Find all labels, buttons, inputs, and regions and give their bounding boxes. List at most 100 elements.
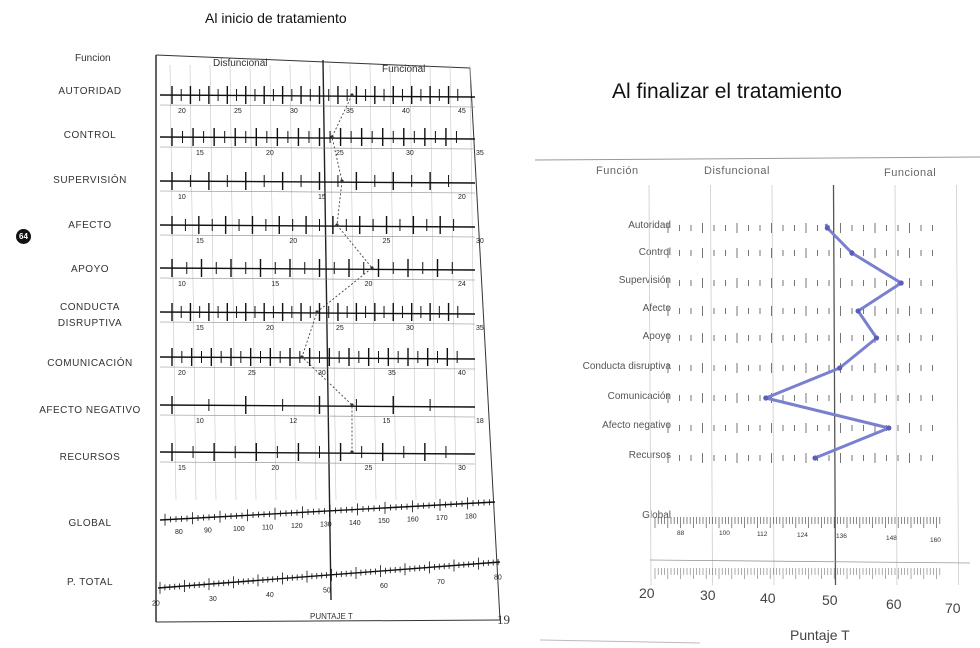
right-profile-point <box>849 250 855 256</box>
right-row-supervision: Supervisión <box>618 275 671 286</box>
left-global-label: 140 <box>349 520 361 527</box>
right-profile-point <box>873 335 880 341</box>
left-tick-label: 35 <box>476 150 484 157</box>
left-row-supervision: SUPERVISIÓN <box>53 175 127 186</box>
left-tick-label: 30 <box>406 150 414 157</box>
right-row-global: Global <box>642 510 671 521</box>
left-axis-label: PUNTAJE T <box>310 612 353 621</box>
right-profile-point <box>898 280 904 286</box>
left-row-guide <box>159 234 476 238</box>
right-bottom-rule <box>649 559 971 564</box>
left-col-disfuncional: Disfuncional <box>213 58 268 69</box>
right-global-tick: 124 <box>797 532 808 539</box>
left-row-global: GLOBAL <box>68 518 112 529</box>
left-col-funcional: Funcional <box>382 64 426 75</box>
left-profile-point <box>340 179 344 183</box>
left-tick-label: 35 <box>476 325 484 332</box>
left-tick-label: 10 <box>196 418 204 425</box>
left-total-label: 40 <box>266 592 274 599</box>
left-grid-vline <box>329 64 337 501</box>
left-row-control: CONTROL <box>63 130 117 141</box>
left-tick-label: 30 <box>476 238 484 245</box>
left-grid-vline <box>369 64 377 501</box>
left-tick-label: 15 <box>178 465 186 472</box>
left-tick-label: 30 <box>318 370 326 377</box>
left-row-baseline <box>159 94 476 98</box>
left-profile-point <box>350 403 354 407</box>
right-profile-point <box>837 365 843 371</box>
right-row-recursos: Recursos <box>628 450 671 461</box>
left-tick-label: 20 <box>266 150 274 157</box>
left-tick-label: 25 <box>383 238 391 245</box>
left-global-line <box>159 501 496 521</box>
left-grid-vline <box>349 64 357 501</box>
page-number-badge: 64 <box>16 229 31 244</box>
left-row-guide <box>159 104 476 108</box>
left-row-apoyo: APOYO <box>70 264 110 275</box>
left-profile-point <box>330 135 334 139</box>
left-row-afecto-negativo: AFECTO NEGATIVO <box>39 405 141 416</box>
right-global-tick: 136 <box>836 533 847 540</box>
left-tick-label: 15 <box>196 325 204 332</box>
right-profile-point <box>763 395 769 401</box>
right-row-afecto: Afecto <box>642 303 671 314</box>
left-global-label: 170 <box>436 515 448 522</box>
right-profile-point <box>886 425 892 431</box>
left-total-label: 30 <box>209 596 217 603</box>
left-row-guide <box>159 190 476 194</box>
left-profile-line <box>300 93 374 454</box>
left-profile-point <box>350 93 354 97</box>
left-tick-label: 40 <box>458 370 466 377</box>
left-tick-label: 15 <box>196 238 204 245</box>
left-global-label: 160 <box>407 517 419 524</box>
left-tick-label: 25 <box>336 150 344 157</box>
right-row-conducta-disruptiva: Conducta disruptiva <box>582 361 671 372</box>
left-tick-label: 20 <box>365 281 373 288</box>
right-grid-vline <box>710 184 713 586</box>
right-col-funcional: Funcional <box>884 167 937 179</box>
left-profile-point <box>370 266 374 270</box>
right-row-control: Control <box>638 247 671 258</box>
left-tick-label: 24 <box>458 281 466 288</box>
left-tick-label: 20 <box>271 465 279 472</box>
left-tick-label: 25 <box>234 108 242 115</box>
left-tick-label: 35 <box>388 370 396 377</box>
right-col-funcion: Función <box>596 165 639 177</box>
left-profile-point <box>315 310 319 314</box>
left-tick-label: 30 <box>290 108 298 115</box>
right-profile-point <box>824 225 830 231</box>
left-total-label: 50 <box>323 587 331 594</box>
left-total-label: 20 <box>152 600 160 607</box>
right-x-tick-50: 50 <box>822 592 838 608</box>
left-global-label: 100 <box>233 526 245 533</box>
right-profile-point <box>812 455 818 461</box>
right-row-comunicacion: Comunicación <box>607 391 671 402</box>
left-tick-label: 20 <box>289 238 297 245</box>
left-global-label: 120 <box>291 523 303 530</box>
left-row-recursos: RECURSOS <box>59 452 121 463</box>
right-x-tick-40: 40 <box>760 590 776 606</box>
left-frame-right <box>469 67 501 621</box>
left-tick-label: 18 <box>476 418 484 425</box>
left-grid-vline <box>449 64 457 501</box>
left-row-guide <box>159 146 476 150</box>
right-x-tick-20: 20 <box>639 585 655 601</box>
left-row-conducta: CONDUCTA <box>60 302 120 313</box>
right-grid-vline <box>832 184 837 586</box>
right-row-apoyo: Apoyo <box>642 331 671 342</box>
left-frame-bottom <box>155 619 501 623</box>
left-grid-vline <box>389 64 397 501</box>
right-grid-vline <box>648 184 652 586</box>
right-frame-bottom <box>539 639 701 644</box>
left-row-baseline <box>159 180 476 184</box>
left-total-label: 70 <box>437 579 445 586</box>
left-row-autoridad: AUTORIDAD <box>58 86 122 97</box>
left-row-baseline <box>159 451 476 455</box>
left-global-label: 110 <box>262 524 273 531</box>
left-profile-point <box>350 450 354 454</box>
left-row-baseline <box>159 267 476 271</box>
right-grid-vline <box>894 184 898 586</box>
left-row-baseline <box>159 224 476 228</box>
left-row-afecto: AFECTO <box>68 220 112 231</box>
